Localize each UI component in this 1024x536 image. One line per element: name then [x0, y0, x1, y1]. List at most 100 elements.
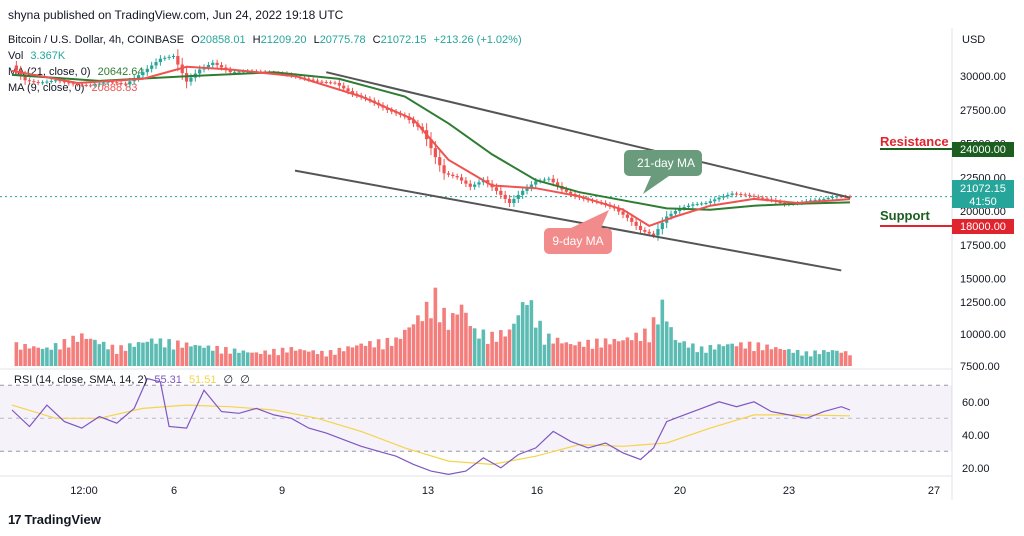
candle-body	[442, 165, 446, 174]
volume-bar	[355, 345, 359, 366]
volume-bar	[595, 338, 599, 366]
volume-bar	[66, 347, 71, 366]
volume-bar	[245, 352, 250, 366]
volume-bar	[669, 327, 673, 366]
volume-bar	[18, 349, 23, 366]
volume-bar	[490, 331, 494, 366]
volume-bar	[778, 348, 782, 366]
time-axis-ticks: 12:00 6 9 13 16 20 23 27	[70, 485, 940, 497]
candle-body	[342, 85, 346, 89]
candle-body	[547, 178, 551, 180]
volume-bar	[254, 352, 259, 366]
candle-body	[634, 221, 638, 226]
volume-bar	[616, 341, 621, 366]
volume-bar	[472, 328, 477, 366]
volume-bar	[804, 351, 809, 366]
volume-bar	[389, 345, 394, 366]
candle-body	[198, 69, 202, 74]
candle-body	[643, 229, 647, 232]
channel-lower-trendline[interactable]	[294, 169, 842, 272]
volume-bar	[376, 339, 381, 366]
volume-bar	[629, 340, 634, 366]
candle-body	[473, 184, 477, 187]
candle-body	[36, 82, 40, 84]
price-tick-label: 7500.00	[960, 361, 1000, 373]
volume-bar	[568, 344, 573, 366]
volume-bar	[110, 344, 115, 366]
candle-body	[136, 75, 141, 79]
candle-body	[651, 233, 656, 236]
candle-body	[123, 83, 128, 85]
time-tick-label: 6	[171, 485, 177, 497]
volume-row: Vol 3.367K	[8, 48, 522, 64]
volume-bar	[442, 307, 446, 366]
volume-bar	[263, 350, 267, 366]
volume-bar	[455, 314, 459, 366]
volume-bar	[808, 356, 813, 366]
volume-bar	[93, 339, 97, 366]
time-tick-label: 23	[783, 485, 795, 497]
tradingview-footer[interactable]: 17 TradingView	[8, 512, 101, 527]
volume-bar	[14, 342, 19, 366]
candle-body	[507, 198, 512, 203]
volume-bar	[839, 352, 844, 366]
candle-body	[324, 81, 328, 83]
volume-bar	[699, 346, 704, 366]
volume-bar	[429, 318, 433, 366]
volume-bar	[433, 287, 438, 366]
candle-body	[455, 176, 459, 178]
ohlc-c-label: C	[372, 34, 381, 46]
volume-bar	[84, 338, 88, 366]
volume-bar	[232, 348, 237, 366]
rsi-empty-1: ∅	[223, 374, 234, 386]
candle-body	[80, 84, 84, 86]
candle-body	[75, 84, 80, 86]
candle-body	[739, 194, 743, 196]
volume-bar	[634, 332, 638, 366]
candle-body	[167, 56, 171, 58]
volume-bar	[315, 354, 320, 366]
candle-body	[93, 84, 97, 86]
candle-body	[822, 198, 826, 200]
volume-bar	[590, 348, 595, 366]
ohlc-l-label: L	[313, 34, 320, 46]
volume-bar	[149, 338, 154, 366]
time-tick-label: 9	[279, 485, 285, 497]
volume-bar	[813, 350, 817, 366]
candle-body	[809, 200, 813, 202]
candle-body	[54, 80, 58, 82]
candle-body	[638, 225, 643, 230]
support-label: Support	[880, 208, 930, 223]
volume-bar	[372, 347, 377, 366]
candle-body	[717, 197, 721, 200]
candle-body	[350, 91, 355, 94]
volume-bar	[682, 341, 686, 366]
candle-body	[438, 157, 442, 166]
volume-bar	[154, 343, 158, 366]
volume-bar	[494, 341, 499, 366]
volume-bar	[132, 346, 137, 366]
volume-bar	[224, 347, 228, 366]
volume-value: 3.367K	[30, 50, 66, 62]
candle-body	[228, 69, 232, 73]
time-tick-label: 20	[674, 485, 686, 497]
candle-body	[32, 81, 36, 83]
candle-body	[150, 65, 154, 69]
volume-bar	[612, 338, 617, 366]
rsi-label: RSI (14, close, SMA, 14, 2)	[14, 374, 148, 386]
volume-bar	[88, 338, 93, 366]
candle-body	[320, 81, 324, 83]
volume-bar	[843, 351, 848, 366]
candle-body	[748, 194, 752, 196]
candle-body	[119, 82, 123, 84]
candle-body	[721, 196, 726, 198]
volume-bar	[822, 350, 826, 366]
candle-body	[211, 62, 215, 65]
candle-body	[564, 189, 568, 192]
volume-bar	[756, 342, 761, 366]
volume-bar	[272, 348, 276, 366]
volume-bar	[219, 353, 224, 366]
ma21-row: MA (21, close, 0) 20642.64	[8, 64, 522, 80]
channel-upper-trendline[interactable]	[326, 71, 851, 199]
